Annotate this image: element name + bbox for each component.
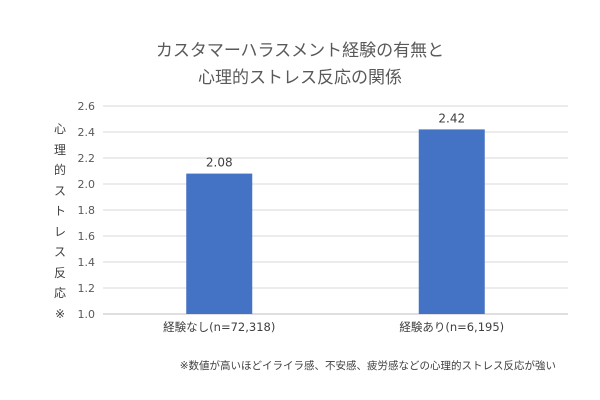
data-label: 2.42 [438, 111, 465, 125]
x-tick-label: 経験あり(n=6,195) [399, 320, 504, 334]
y-axis-label-char: 理 [53, 142, 66, 157]
y-axis-label-char: 的 [53, 163, 66, 177]
y-tick-label: 2.2 [78, 152, 96, 165]
y-axis-label-char: ス [53, 245, 66, 259]
y-tick-label: 1.6 [78, 230, 96, 243]
y-tick-label: 1.8 [78, 204, 96, 217]
bar [418, 129, 485, 314]
y-axis-label-char: 応 [53, 286, 66, 300]
y-axis-label-char: ス [53, 183, 66, 198]
y-axis-label-char: 心 [53, 122, 66, 136]
y-axis-label-char: レ [53, 224, 66, 239]
data-label: 2.08 [206, 156, 233, 170]
chart-title-line-1: カスタマーハラスメント経験の有無と [155, 41, 445, 61]
bar [186, 173, 253, 314]
y-tick-label: 1.0 [78, 308, 96, 321]
y-tick-label: 2.6 [78, 100, 96, 113]
y-tick-label: 2.0 [78, 178, 96, 191]
y-tick-label: 1.4 [78, 256, 96, 269]
footnote: ※数値が高いほどイライラ感、不安感、疲労感などの心理的ストレス反応が強い [179, 360, 556, 372]
x-tick-label: 経験なし(n=72,318) [163, 320, 275, 334]
y-axis-label-char: ト [53, 204, 66, 218]
y-axis-label-char: 反 [53, 265, 66, 280]
y-tick-label: 1.2 [78, 282, 96, 295]
y-axis-label-char: ※ [54, 306, 66, 321]
y-tick-label: 2.4 [78, 126, 96, 139]
chart-title-line-2: 心理的ストレス反応の関係 [198, 68, 402, 88]
